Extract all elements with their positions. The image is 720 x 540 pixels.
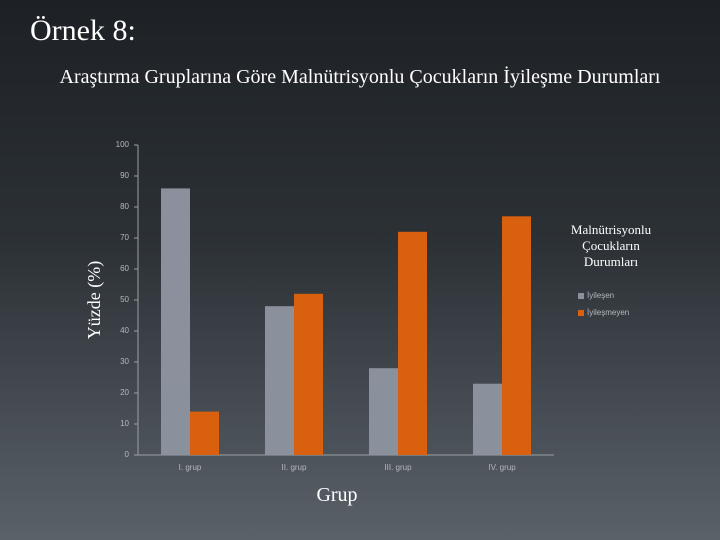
y-tick-label: 90 bbox=[120, 171, 129, 180]
y-tick-label: 50 bbox=[120, 295, 129, 304]
x-tick-label: IV. grup bbox=[488, 463, 516, 472]
y-tick-label: 20 bbox=[120, 388, 129, 397]
bar bbox=[161, 188, 190, 455]
x-tick-label: III. grup bbox=[384, 463, 412, 472]
y-tick-label: 10 bbox=[120, 419, 129, 428]
legend-label: İyileşen bbox=[587, 291, 614, 300]
slide-title: Örnek 8: bbox=[30, 14, 136, 47]
legend-title: Malnütrisyonlu Çocukların Durumları bbox=[570, 222, 652, 269]
bar bbox=[294, 293, 323, 455]
y-tick-label: 70 bbox=[120, 233, 129, 242]
bar bbox=[502, 216, 531, 455]
bar bbox=[398, 231, 427, 455]
x-tick-label: II. grup bbox=[282, 463, 307, 472]
legend-swatch bbox=[578, 310, 584, 316]
legend-label: İyileşmeyen bbox=[587, 308, 629, 317]
chart-title: Araştırma Gruplarına Göre Malnütrisyonlu… bbox=[59, 66, 661, 88]
bar bbox=[190, 411, 219, 455]
bar bbox=[369, 368, 398, 455]
y-tick-label: 100 bbox=[116, 140, 130, 149]
x-tick-label: I. grup bbox=[179, 463, 202, 472]
y-tick-label: 30 bbox=[120, 357, 129, 366]
y-axis-label: Yüzde (%) bbox=[84, 261, 105, 339]
y-tick-label: 60 bbox=[120, 264, 129, 273]
x-axis-label: Grup bbox=[316, 484, 358, 506]
y-tick-label: 80 bbox=[120, 202, 129, 211]
y-tick-label: 40 bbox=[120, 326, 129, 335]
y-tick-label: 0 bbox=[125, 450, 130, 459]
bar bbox=[473, 383, 502, 455]
legend-swatch bbox=[578, 293, 584, 299]
bar bbox=[265, 306, 294, 455]
